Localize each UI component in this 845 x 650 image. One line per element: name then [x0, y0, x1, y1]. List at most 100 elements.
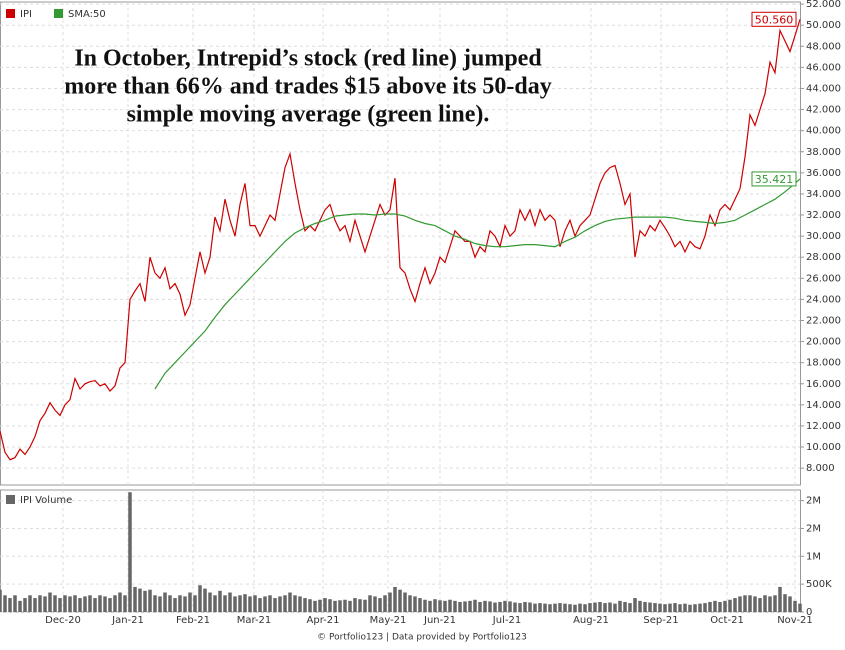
volume-bar	[528, 602, 532, 612]
legend-swatch	[6, 9, 15, 18]
annotation: more than 66% and trades $15 above its 5…	[64, 74, 552, 100]
volume-bar	[648, 602, 652, 612]
volume-bar	[778, 586, 782, 612]
volume-bar	[493, 602, 497, 612]
volume-bar	[148, 589, 152, 612]
volume-bar	[323, 598, 327, 612]
y-tick-label: 16.000	[806, 379, 841, 390]
volume-bar	[793, 600, 797, 612]
volume-bar	[393, 586, 397, 612]
volume-bar	[548, 604, 552, 612]
volume-bar	[143, 590, 147, 612]
volume-bar	[73, 595, 77, 612]
volume-bar	[523, 601, 527, 612]
volume-bar	[768, 596, 772, 612]
y-tick-label: 2M	[806, 523, 821, 534]
volume-bar	[268, 595, 272, 612]
volume-bar	[293, 595, 297, 612]
volume-bar	[428, 600, 432, 612]
last-value-label: 50.560	[755, 13, 794, 26]
volume-bar	[568, 604, 572, 612]
volume-bar	[743, 595, 747, 612]
volume-bar	[683, 603, 687, 612]
volume-bar	[83, 596, 87, 612]
volume-bar	[508, 601, 512, 612]
volume-bar	[138, 588, 142, 612]
y-tick-label: 0	[806, 607, 812, 618]
volume-bar	[93, 598, 97, 612]
volume-bar	[123, 595, 127, 612]
volume-bar	[643, 601, 647, 612]
x-tick-label: Jan-21	[111, 615, 144, 626]
volume-bar	[208, 592, 212, 612]
volume-bar	[413, 596, 417, 612]
volume-bar	[758, 598, 762, 612]
volume-bar	[423, 599, 427, 612]
y-tick-label: 42.000	[806, 105, 841, 116]
volume-bar	[483, 600, 487, 612]
y-tick-label: 12.000	[806, 421, 841, 432]
footer: © Portfolio123 | Data provided by Portfo…	[317, 633, 527, 643]
price-line	[0, 19, 801, 461]
volume-bar	[408, 595, 412, 612]
plot-frame	[0, 1, 801, 486]
y-tick-label: 46.000	[806, 62, 841, 73]
y-tick-label: 40.000	[806, 126, 841, 137]
volume-bar	[733, 598, 737, 612]
volume-bar	[783, 594, 787, 612]
volume-bar	[633, 598, 637, 612]
volume-bar	[43, 596, 47, 612]
volume-bar	[253, 595, 257, 612]
volume-bar	[418, 598, 422, 612]
volume-bar	[443, 600, 447, 612]
volume-bar	[703, 603, 707, 612]
volume-bar	[473, 599, 477, 612]
last-value-box	[751, 11, 797, 27]
volume-bar	[618, 600, 622, 612]
volume-bar	[563, 603, 567, 612]
volume-bar	[193, 595, 197, 612]
volume-bar	[763, 595, 767, 612]
volume-bar	[538, 603, 542, 612]
volume-bar	[273, 598, 277, 612]
volume-bar	[448, 599, 452, 612]
y-tick-label: 32.000	[806, 210, 841, 221]
volume-bar	[573, 604, 577, 612]
volume-bar	[298, 596, 302, 612]
volume-bar	[313, 600, 317, 612]
volume-bar	[608, 602, 612, 612]
volume-bar	[58, 598, 62, 612]
y-tick-label: 24.000	[806, 294, 841, 305]
volume-bar	[53, 595, 57, 612]
legend-label: SMA:50	[68, 9, 106, 20]
volume-bar	[663, 604, 667, 612]
volume-bar	[653, 603, 657, 612]
volume-bar	[713, 600, 717, 612]
price-line	[154, 178, 801, 390]
volume-bar	[518, 603, 522, 612]
volume-bar	[598, 601, 602, 612]
y-tick-label: 10.000	[806, 442, 841, 453]
volume-bar	[303, 598, 307, 612]
y-tick-label: 22.000	[806, 315, 841, 326]
volume-bar	[498, 601, 502, 612]
volume-bar	[468, 600, 472, 612]
volume-bar	[308, 599, 312, 612]
volume-bar	[748, 595, 752, 612]
volume-bar	[363, 599, 367, 612]
volume-bar	[248, 596, 252, 612]
volume-bar	[738, 596, 742, 612]
volume-bar	[378, 598, 382, 612]
volume-bar	[68, 596, 72, 612]
volume-bar	[118, 592, 122, 612]
volume-bar	[603, 603, 607, 612]
volume-bar	[328, 599, 332, 612]
volume-bar	[718, 601, 722, 612]
volume-bar	[288, 592, 292, 612]
volume-bar	[358, 599, 362, 612]
y-tick-label: 20.000	[806, 337, 841, 348]
volume-bar	[283, 595, 287, 612]
y-tick-label: 18.000	[806, 358, 841, 369]
x-tick-label: May-21	[370, 615, 407, 626]
volume-bar	[463, 601, 467, 612]
